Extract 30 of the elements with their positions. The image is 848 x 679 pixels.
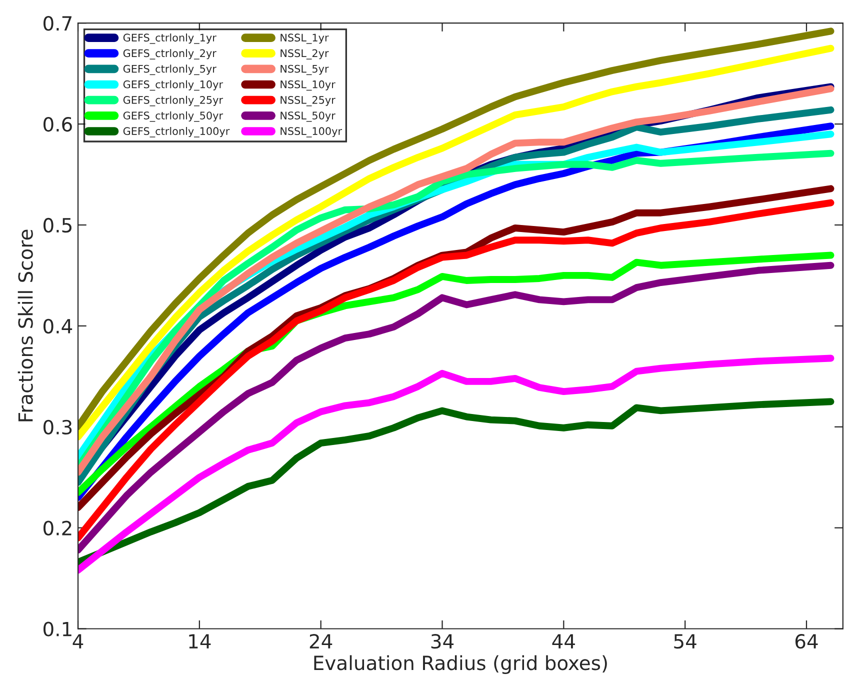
legend-label: GEFS_ctrlonly_25yr — [123, 96, 224, 106]
x-tick-label: 24 — [310, 634, 332, 648]
legend-label: GEFS_ctrlonly_2yr — [123, 49, 216, 60]
x-axis-title: Evaluation Radius (grid boxes) — [314, 655, 607, 674]
legend-label: NSSL_100yr — [280, 127, 342, 138]
y-tick-label: 0.3 — [44, 420, 72, 435]
x-tick-label: 44 — [552, 634, 575, 648]
legend-label: GEFS_ctrlonly_1yr — [123, 34, 216, 44]
y-tick-label: 0.5 — [44, 218, 72, 233]
y-tick-label: 0.2 — [44, 520, 72, 536]
y-axis-title: Fractions Skill Score — [18, 230, 33, 422]
legend-label: NSSL_10yr — [280, 80, 336, 91]
y-tick-label: 0.1 — [44, 622, 72, 636]
x-tick-label: 54 — [674, 634, 696, 649]
x-tick-label: 4 — [72, 634, 84, 648]
x-tick-label: 64 — [795, 634, 818, 649]
legend-label: NSSL_1yr — [280, 34, 329, 44]
x-tick-label: 14 — [189, 634, 211, 648]
legend-label: GEFS_ctrlonly_100yr — [123, 126, 230, 138]
y-tick-label: 0.4 — [44, 318, 72, 334]
legend-label: NSSL_25yr — [280, 96, 336, 106]
y-tick-label: 0.7 — [44, 16, 72, 31]
legend-label: GEFS_ctrlonly_10yr — [123, 80, 224, 91]
legend-label: NSSL_50yr — [280, 112, 336, 122]
legend-label: NSSL_5yr — [280, 64, 329, 76]
y-tick-label: 0.6 — [44, 116, 72, 132]
legend-label: GEFS_ctrlonly_50yr — [123, 111, 224, 122]
legend-label: NSSL_2yr — [280, 49, 329, 60]
legend-label: GEFS_ctrlonly_5yr — [123, 64, 216, 76]
x-tick-label: 34 — [431, 634, 454, 649]
